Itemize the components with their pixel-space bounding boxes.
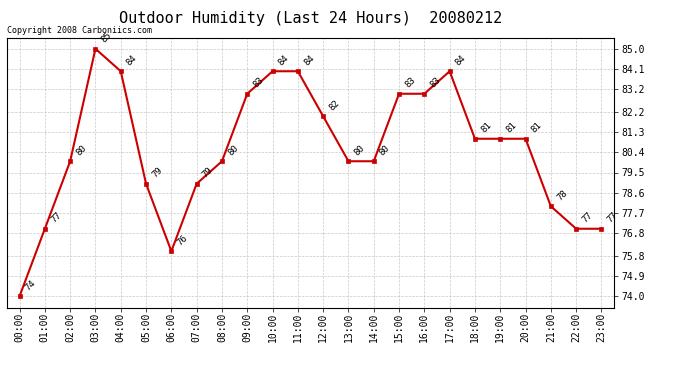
Text: 76: 76 [175, 233, 190, 247]
Text: 81: 81 [479, 121, 493, 135]
Text: 82: 82 [327, 98, 342, 112]
Text: 74: 74 [23, 278, 38, 292]
Text: 80: 80 [226, 143, 240, 157]
Text: 77: 77 [606, 211, 620, 225]
Text: 81: 81 [530, 121, 544, 135]
Text: 85: 85 [99, 31, 114, 45]
Text: Outdoor Humidity (Last 24 Hours)  20080212: Outdoor Humidity (Last 24 Hours) 2008021… [119, 11, 502, 26]
Text: 79: 79 [201, 166, 215, 180]
Text: 78: 78 [555, 188, 569, 202]
Text: 80: 80 [378, 143, 392, 157]
Text: 83: 83 [251, 76, 266, 90]
Text: 84: 84 [454, 53, 468, 67]
Text: 84: 84 [277, 53, 290, 67]
Text: 84: 84 [302, 53, 316, 67]
Text: Copyright 2008 Carboniics.com: Copyright 2008 Carboniics.com [7, 26, 152, 35]
Text: 81: 81 [504, 121, 518, 135]
Text: 84: 84 [125, 53, 139, 67]
Text: 79: 79 [150, 166, 164, 180]
Text: 83: 83 [428, 76, 442, 90]
Text: 77: 77 [49, 211, 63, 225]
Text: 77: 77 [580, 211, 594, 225]
Text: 80: 80 [75, 143, 88, 157]
Text: 80: 80 [353, 143, 366, 157]
Text: 83: 83 [403, 76, 417, 90]
